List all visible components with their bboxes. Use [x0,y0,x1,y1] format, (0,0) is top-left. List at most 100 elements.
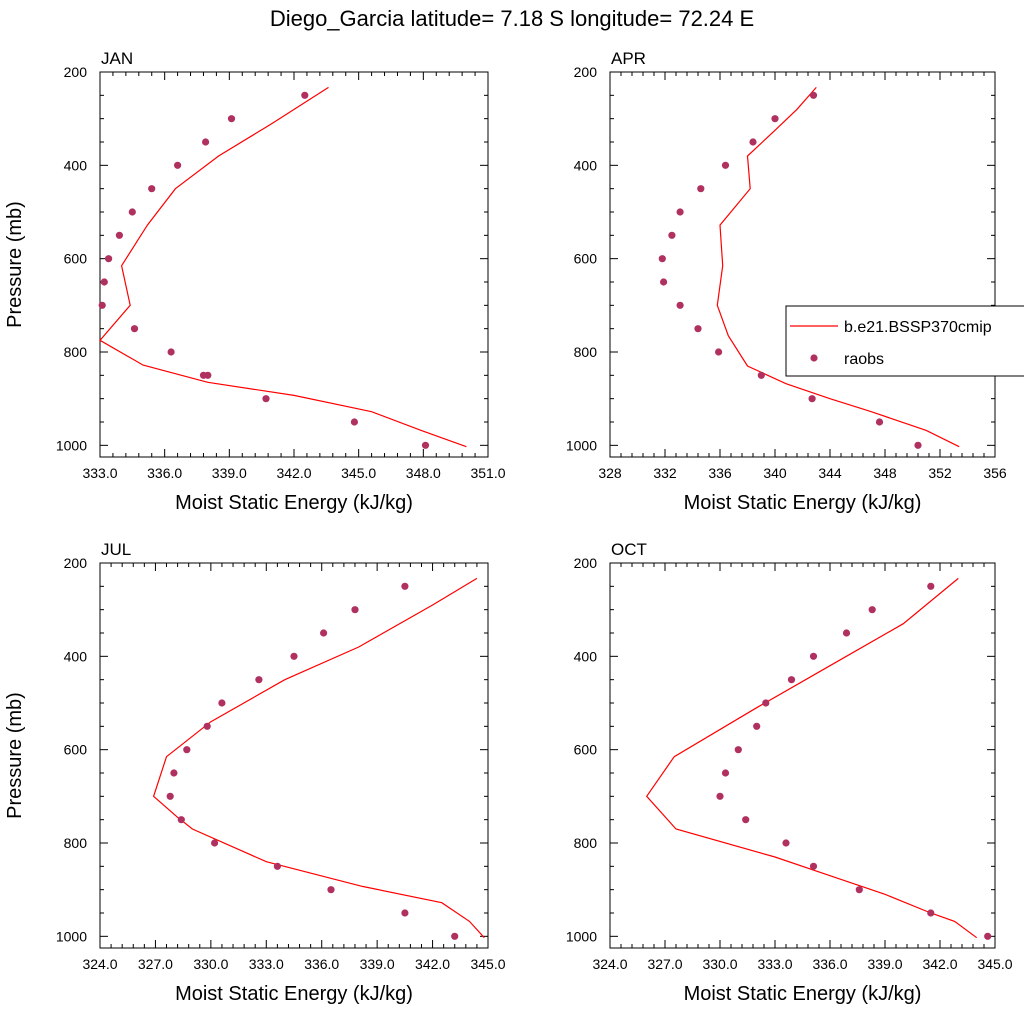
y-tick-label: 600 [574,251,598,267]
x-tick-label: 356 [983,465,1007,481]
raobs-point [676,208,684,216]
raobs-point [211,839,219,847]
raobs-point [855,886,863,894]
y-tick-label: 1000 [56,437,87,453]
raobs-point [914,441,922,449]
plot-frame [99,562,489,949]
y-tick-label: 1000 [566,437,597,453]
raobs-point [782,839,790,847]
y-tick-label: 800 [574,835,598,851]
y-tick-label: 1000 [56,928,87,944]
y-tick-label: 200 [574,555,598,571]
panel-oct: OCT 324.0 327.0 330.0 333.0 336.0 339.0 342.0 34… [566,540,1013,1005]
raobs-point [787,676,796,684]
panel-label: APR [611,49,646,68]
x-tick-label: 339.0 [360,956,395,972]
plot-frame [99,71,489,458]
raobs-point [166,792,174,800]
panel-apr: APR 328 332 336 340 344 348 352 356 200 400 600 800 1… [566,49,1007,514]
raobs-point [170,769,178,777]
x-tick-label: 344 [818,465,842,481]
y-tick-label: 600 [64,251,88,267]
x-tick-label: 328 [598,465,622,481]
x-tick-label: 352 [928,465,952,481]
raobs-point [290,652,298,660]
raobs-point [174,161,182,169]
x-tick-label: 332 [653,465,677,481]
raobs-point [401,909,409,917]
raobs-point [203,722,211,730]
raobs-point [327,886,335,894]
raobs-point [130,325,139,333]
raobs-point [753,722,761,730]
panel-jul: JUL 324.0 327.0 330.0 333.0 336.0 339.0 342.0 34… [4,540,506,1005]
x-tick-label: 336 [708,465,732,481]
raobs-point [875,418,884,426]
raobs-point [183,746,191,754]
raobs-point [721,161,730,169]
raobs-point [273,862,281,870]
raobs-point [842,629,851,637]
panel-jan: JAN 333.0 336.0 339.0 342.0 345.0 348.0 351.0 20… [4,49,506,514]
x-tick-label: 348.0 [406,465,441,481]
raobs-point [148,185,156,193]
legend: b.e21.BSSP370cmip raobs [785,305,1024,377]
raobs-point [98,301,106,309]
y-tick-label: 200 [574,64,598,80]
figure-title: Diego_Garcia latitude= 7.18 S longitude=… [270,6,754,31]
legend-marker-swatch [810,354,818,362]
y-tick-label: 400 [64,157,88,173]
panel-label: OCT [611,540,647,559]
plot-frame [609,71,996,458]
raobs-point [227,115,236,123]
panel-label: JAN [101,49,133,68]
raobs-point [660,278,668,286]
y-tick-label: 600 [574,742,598,758]
raobs-point [115,231,123,239]
raobs-point [749,138,757,146]
raobs-point [177,816,185,824]
legend-label: b.e21.BSSP370cmip [844,319,992,336]
y-tick-label: 800 [574,344,598,360]
raobs-point [984,932,992,940]
raobs-point [676,301,684,309]
x-tick-label: 348 [873,465,897,481]
raobs-point [715,348,723,356]
x-tick-label: 340 [763,465,787,481]
y-axis-title: Pressure (mb) [4,201,26,328]
x-tick-label: 333.0 [757,956,792,972]
raobs-point [320,629,328,637]
raobs-point [199,371,208,379]
model-profile-line [645,577,978,939]
raobs-point [100,278,108,286]
raobs-point [694,325,702,333]
x-tick-label: 324.0 [82,956,117,972]
model-profile-line [152,577,485,939]
x-tick-label: 345.0 [977,956,1012,972]
legend-box [785,305,1024,377]
raobs-point [809,91,818,99]
x-tick-label: 345.0 [341,465,376,481]
raobs-point [809,862,818,870]
x-tick-label: 342.0 [276,465,311,481]
y-axis-title: Pressure (mb) [4,692,26,819]
raobs-point [668,231,676,239]
x-tick-label: 327.0 [138,956,173,972]
x-axis-title: Moist Static Energy (kJ/kg) [684,983,922,1005]
y-tick-label: 400 [574,157,598,173]
panel-label: JUL [101,540,131,559]
raobs-point [350,418,358,426]
raobs-point [401,582,409,590]
raobs-point [771,115,779,123]
y-tick-label: 200 [64,64,88,80]
y-tick-label: 400 [64,648,88,664]
raobs-point [697,185,705,193]
x-tick-label: 333.0 [82,465,117,481]
panels: JAN 333.0 336.0 339.0 342.0 345.0 348.0 351.0 20… [4,49,1013,1005]
y-tick-label: 1000 [566,928,597,944]
raobs-point [742,816,750,824]
model-profile-line [99,86,467,448]
x-tick-label: 327.0 [647,956,682,972]
x-axis-title: Moist Static Energy (kJ/kg) [175,983,413,1005]
